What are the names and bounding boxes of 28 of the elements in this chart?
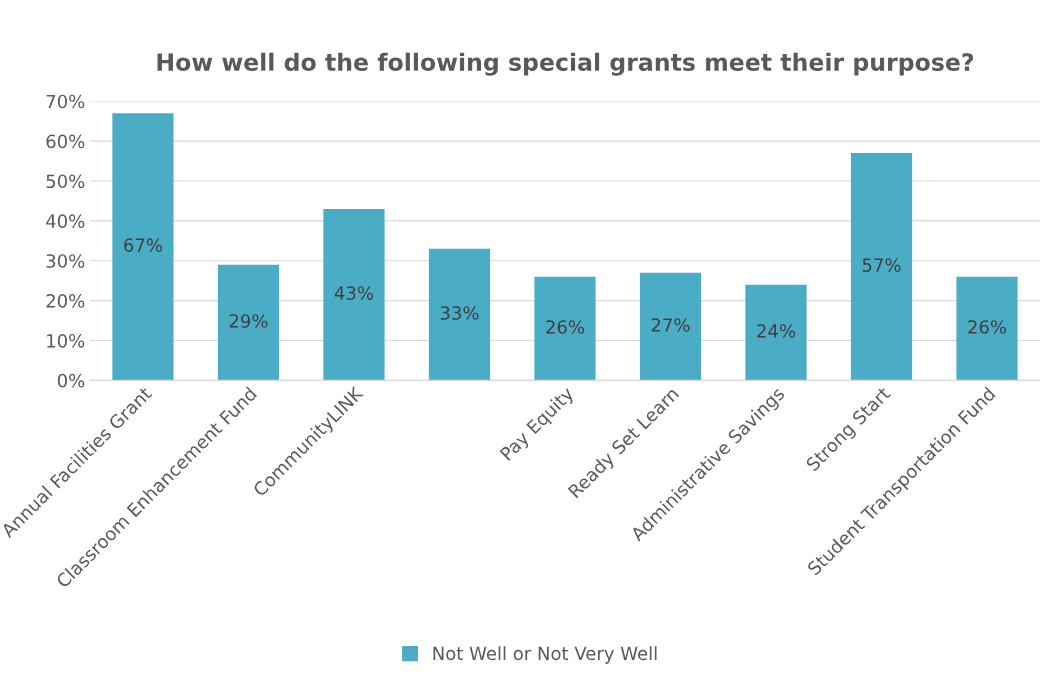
bar <box>639 272 702 381</box>
bar <box>956 276 1018 381</box>
bar <box>745 284 807 381</box>
y-tick-label: 60% <box>46 134 85 149</box>
text: 67% <box>124 238 163 253</box>
y-tick-label: 20% <box>46 294 85 308</box>
text: 24% <box>757 324 796 338</box>
y-tick-label: 30% <box>46 254 85 268</box>
bar <box>217 264 280 381</box>
bar <box>850 153 913 381</box>
text: 26% <box>546 320 585 334</box>
bar <box>112 113 174 381</box>
bar <box>323 208 385 381</box>
chart-title: How well do the following special grants meet their purpose? <box>157 52 974 76</box>
text: 57% <box>862 258 901 272</box>
text: 29% <box>229 314 268 328</box>
bar <box>428 248 491 381</box>
bar <box>534 276 596 381</box>
y-tick-label: 40% <box>46 214 85 228</box>
text: 26% <box>968 320 1007 334</box>
text: 33% <box>440 306 479 320</box>
y-tick-label: 50% <box>46 174 85 189</box>
legend-label: Not Well or Not Very Well <box>433 646 657 664</box>
text: 43% <box>334 286 374 300</box>
y-tick-label: 70% <box>46 94 85 109</box>
y-tick-label: 0% <box>57 373 85 388</box>
y-tick-label: 10% <box>47 333 85 348</box>
text: 27% <box>651 318 690 332</box>
